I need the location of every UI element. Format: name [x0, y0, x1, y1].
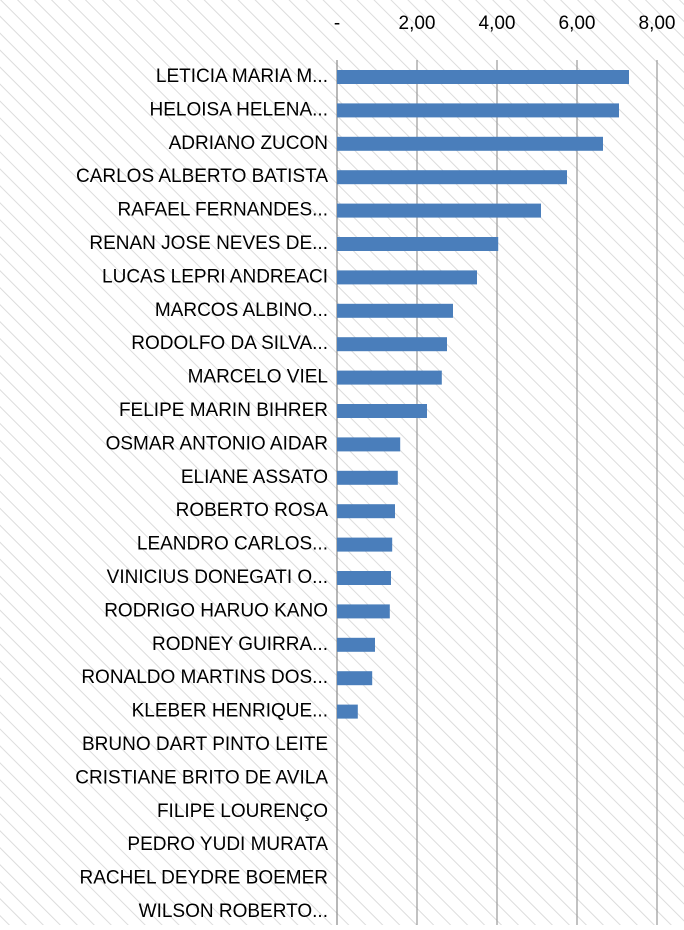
y-tick-label: LETICIA MARIA M...	[156, 66, 328, 87]
bar	[337, 470, 398, 485]
y-tick-label: PEDRO YUDI MURATA	[127, 834, 328, 855]
y-tick-label: LUCAS LEPRI ANDREACI	[102, 266, 328, 287]
y-tick-label: FELIPE MARIN BIHRER	[119, 400, 328, 421]
y-tick-label: RODRIGO HARUO KANO	[104, 600, 328, 621]
x-tick-label: 8,00	[639, 13, 676, 34]
y-tick-label: ELIANE ASSATO	[181, 467, 328, 488]
y-tick-label: ADRIANO ZUCON	[169, 133, 328, 154]
y-tick-label: RODOLFO DA SILVA...	[131, 333, 328, 354]
y-tick-label: RODNEY GUIRRA...	[152, 634, 328, 655]
bar	[337, 637, 375, 652]
y-tick-label: ROBERTO ROSA	[176, 500, 329, 521]
bar	[337, 571, 391, 585]
y-tick-label: LEANDRO CARLOS...	[137, 534, 328, 555]
y-tick-label: RAFAEL FERNANDES...	[118, 200, 328, 221]
y-tick-label: RONALDO MARTINS DOS...	[81, 667, 328, 688]
x-tick-label: -	[334, 13, 340, 34]
bar	[337, 504, 395, 519]
x-tick-label: 6,00	[559, 13, 596, 34]
y-tick-label: HELOISA HELENA...	[150, 99, 328, 120]
y-tick-label: WILSON ROBERTO...	[139, 901, 328, 922]
bar	[337, 604, 390, 619]
bar	[337, 170, 567, 185]
bar	[337, 370, 442, 385]
y-tick-label: RENAN JOSE NEVES DE...	[89, 233, 328, 254]
bar	[337, 303, 453, 318]
bar	[337, 437, 401, 452]
bar	[337, 203, 541, 218]
bar	[337, 704, 358, 719]
y-tick-label: OSMAR ANTONIO AIDAR	[106, 433, 328, 454]
y-tick-label: BRUNO DART PINTO LEITE	[82, 734, 328, 755]
bar	[337, 103, 619, 118]
bar	[337, 404, 427, 418]
bar	[337, 671, 373, 686]
bar	[337, 70, 629, 84]
y-tick-label: VINICIUS DONEGATI O...	[107, 567, 328, 588]
y-tick-label: KLEBER HENRIQUE...	[132, 701, 328, 722]
bar	[337, 537, 393, 552]
bar	[337, 337, 447, 352]
y-tick-label: MARCELO VIEL	[188, 367, 328, 388]
y-tick-label: MARCOS ALBINO...	[155, 300, 328, 321]
bar	[337, 136, 603, 151]
y-tick-label: CRISTIANE BRITO DE AVILA	[75, 767, 328, 788]
x-tick-label: 2,00	[399, 13, 436, 34]
x-tick-label: 4,00	[479, 13, 516, 34]
y-tick-label: CARLOS ALBERTO BATISTA	[76, 166, 328, 187]
bar	[337, 270, 477, 285]
y-tick-label: RACHEL DEYDRE BOEMER	[80, 868, 328, 889]
y-tick-label: FILIPE LOURENÇO	[157, 801, 328, 822]
bar	[337, 237, 499, 251]
